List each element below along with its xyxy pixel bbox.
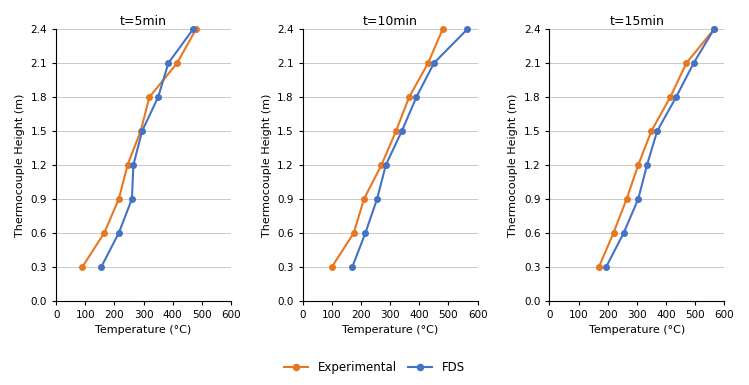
FDS bbox=[164, 61, 173, 65]
Experimental bbox=[349, 231, 358, 235]
Line: FDS: FDS bbox=[350, 27, 470, 270]
Experimental bbox=[647, 129, 656, 133]
Experimental bbox=[595, 264, 604, 269]
Experimental bbox=[377, 162, 386, 167]
Experimental bbox=[622, 197, 631, 201]
Title: t=10min: t=10min bbox=[363, 15, 418, 28]
FDS bbox=[129, 162, 138, 167]
FDS bbox=[361, 231, 370, 235]
FDS bbox=[138, 129, 147, 133]
X-axis label: Temperature (°C): Temperature (°C) bbox=[342, 325, 438, 335]
Experimental bbox=[78, 264, 87, 269]
FDS bbox=[463, 27, 472, 32]
Experimental bbox=[392, 129, 401, 133]
FDS bbox=[412, 95, 421, 99]
Experimental bbox=[634, 162, 643, 167]
FDS bbox=[398, 129, 407, 133]
Title: t=5min: t=5min bbox=[120, 15, 167, 28]
FDS bbox=[689, 61, 698, 65]
FDS bbox=[127, 197, 136, 201]
Y-axis label: Thermocouple Height (m): Thermocouple Height (m) bbox=[15, 93, 25, 237]
FDS bbox=[619, 231, 628, 235]
FDS bbox=[429, 61, 438, 65]
Line: Experimental: Experimental bbox=[79, 27, 198, 270]
Experimental bbox=[424, 61, 433, 65]
Experimental bbox=[145, 95, 154, 99]
FDS bbox=[643, 162, 652, 167]
Experimental bbox=[115, 197, 124, 201]
Experimental bbox=[172, 61, 181, 65]
Experimental bbox=[666, 95, 675, 99]
Experimental bbox=[682, 61, 691, 65]
FDS bbox=[154, 95, 163, 99]
Legend: Experimental, FDS: Experimental, FDS bbox=[279, 357, 470, 379]
Experimental bbox=[360, 197, 369, 201]
Experimental bbox=[438, 27, 447, 32]
Experimental bbox=[192, 27, 201, 32]
Line: Experimental: Experimental bbox=[329, 27, 446, 270]
FDS bbox=[115, 231, 124, 235]
Experimental bbox=[123, 162, 132, 167]
X-axis label: Temperature (°C): Temperature (°C) bbox=[589, 325, 685, 335]
FDS bbox=[652, 129, 661, 133]
Line: FDS: FDS bbox=[99, 27, 196, 270]
X-axis label: Temperature (°C): Temperature (°C) bbox=[95, 325, 192, 335]
FDS bbox=[348, 264, 357, 269]
FDS bbox=[189, 27, 198, 32]
Line: Experimental: Experimental bbox=[596, 27, 717, 270]
Y-axis label: Thermocouple Height (m): Thermocouple Height (m) bbox=[261, 93, 272, 237]
Experimental bbox=[404, 95, 413, 99]
Line: FDS: FDS bbox=[604, 27, 717, 270]
Y-axis label: Thermocouple Height (m): Thermocouple Height (m) bbox=[509, 93, 518, 237]
FDS bbox=[601, 264, 610, 269]
FDS bbox=[672, 95, 681, 99]
Experimental bbox=[609, 231, 618, 235]
Experimental bbox=[136, 129, 145, 133]
FDS bbox=[709, 27, 718, 32]
FDS bbox=[372, 197, 381, 201]
Title: t=15min: t=15min bbox=[610, 15, 664, 28]
FDS bbox=[634, 197, 643, 201]
FDS bbox=[381, 162, 390, 167]
Experimental bbox=[100, 231, 109, 235]
Experimental bbox=[327, 264, 336, 269]
Experimental bbox=[709, 27, 718, 32]
FDS bbox=[97, 264, 106, 269]
